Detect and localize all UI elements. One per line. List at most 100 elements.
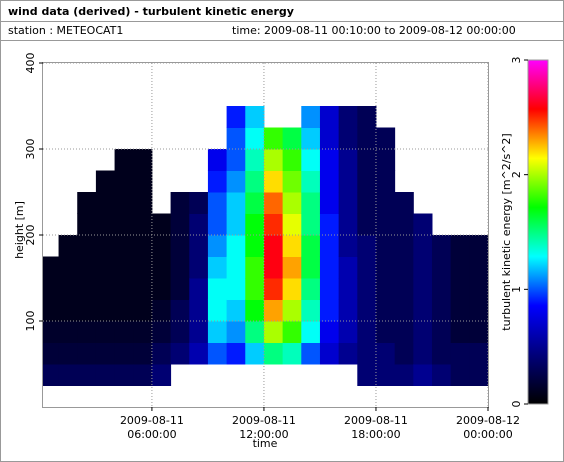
heatmap-cell [114, 192, 134, 214]
heatmap-cell [170, 213, 190, 236]
heatmap-cell [450, 256, 470, 279]
heatmap-cell [338, 127, 358, 150]
heatmap-cell [394, 213, 414, 236]
heatmap-cell [319, 299, 340, 322]
heatmap-cell [245, 342, 265, 365]
heatmap-cell [375, 342, 396, 365]
heatmap-cell [207, 149, 228, 171]
heatmap-cell [469, 342, 489, 365]
heatmap-cell [263, 235, 284, 257]
heatmap-cell [77, 235, 97, 257]
heatmap-cell [413, 213, 433, 236]
heatmap-cell [301, 278, 321, 300]
heatmap-cell [114, 342, 134, 365]
heatmap-cell [357, 256, 377, 279]
heatmap-cell [431, 256, 452, 279]
heatmap-cell [189, 342, 209, 365]
colorbar [527, 59, 549, 405]
heatmap-cell [357, 299, 377, 322]
heatmap-cell [133, 342, 153, 365]
x-tick-label: 2009-08-12 00:00:00 [456, 414, 520, 441]
heatmap-cell [245, 235, 265, 257]
heatmap-cell [319, 342, 340, 365]
colorbar-tick-label: 3 [510, 57, 523, 64]
heatmap-cell [282, 256, 302, 279]
heatmap-cell [375, 149, 396, 171]
heatmap-cell [357, 278, 377, 300]
heatmap-cell [189, 321, 209, 343]
heatmap-cell [263, 299, 284, 322]
heatmap-cell [263, 213, 284, 236]
heatmap-cell [95, 235, 116, 257]
heatmap-cell [43, 299, 60, 322]
heatmap-cell [375, 364, 396, 386]
heatmap-cell [319, 256, 340, 279]
heatmap-cell [114, 299, 134, 322]
heatmap-cell [245, 127, 265, 150]
heatmap-cell [151, 235, 172, 257]
heatmap-cell [394, 364, 414, 386]
heatmap-cell [77, 321, 97, 343]
heatmap-cell [319, 127, 340, 150]
heatmap-cell [170, 321, 190, 343]
heatmap-cell [114, 364, 134, 386]
x-tick-label: 2009-08-11 06:00:00 [120, 414, 184, 441]
heatmap-cell [95, 170, 116, 193]
heatmap-cell [114, 213, 134, 236]
heatmap-cell [357, 127, 377, 150]
heatmap-cell [450, 364, 470, 386]
heatmap-cell [226, 256, 246, 279]
heatmap-cell [413, 299, 433, 322]
heatmap-cell [114, 321, 134, 343]
heatmap-cell [357, 213, 377, 236]
heatmap-cell [77, 364, 97, 386]
heatmap-cell [95, 364, 116, 386]
heatmap-cell [43, 256, 60, 279]
heatmap-cell [431, 364, 452, 386]
heatmap-cell [375, 213, 396, 236]
heatmap-cell [431, 321, 452, 343]
heatmap-cell [95, 192, 116, 214]
y-axis-label: height [m] [13, 201, 26, 259]
heatmap-cell [357, 364, 377, 386]
heatmap-cell [469, 256, 489, 279]
period: time: 2009-08-11 00:10:00 to 2009-08-12 … [232, 24, 516, 37]
heatmap-cell [245, 278, 265, 300]
chart-title: wind data (derived) - turbulent kinetic … [8, 5, 294, 18]
heatmap-cell [170, 192, 190, 214]
heatmap-cell [170, 342, 190, 365]
heatmap-cell [43, 278, 60, 300]
heatmap-cell [170, 256, 190, 279]
heatmap-cell [357, 192, 377, 214]
heatmap-cell [394, 235, 414, 257]
heatmap-cell [58, 342, 78, 365]
heatmap-cell [319, 278, 340, 300]
heatmap-cell [77, 278, 97, 300]
heatmap-cell [301, 235, 321, 257]
heatmap-cell [263, 256, 284, 279]
heatmap-cell [133, 192, 153, 214]
heatmap-cell [170, 299, 190, 322]
y-tick-label: 200 [24, 225, 37, 246]
heatmap-cell [226, 127, 246, 150]
heatmap-cell [450, 299, 470, 322]
heatmap-cell [319, 149, 340, 171]
heatmap-cell [133, 235, 153, 257]
heatmap-cell [58, 235, 78, 257]
heatmap-cell [170, 278, 190, 300]
heatmap-cell [394, 192, 414, 214]
heatmap-cell [301, 256, 321, 279]
heatmap-cell [338, 213, 358, 236]
heatmap-cell [375, 256, 396, 279]
heatmap-cell [245, 213, 265, 236]
heatmap-cell [431, 278, 452, 300]
heatmap-cell [282, 278, 302, 300]
heatmap-cell [394, 278, 414, 300]
heatmap-cell [431, 235, 452, 257]
heatmap-cell [282, 192, 302, 214]
heatmap-cell [189, 278, 209, 300]
heatmap-cell [375, 321, 396, 343]
heatmap-cell [375, 278, 396, 300]
heatmap-cell [114, 278, 134, 300]
heatmap-cell [301, 170, 321, 193]
